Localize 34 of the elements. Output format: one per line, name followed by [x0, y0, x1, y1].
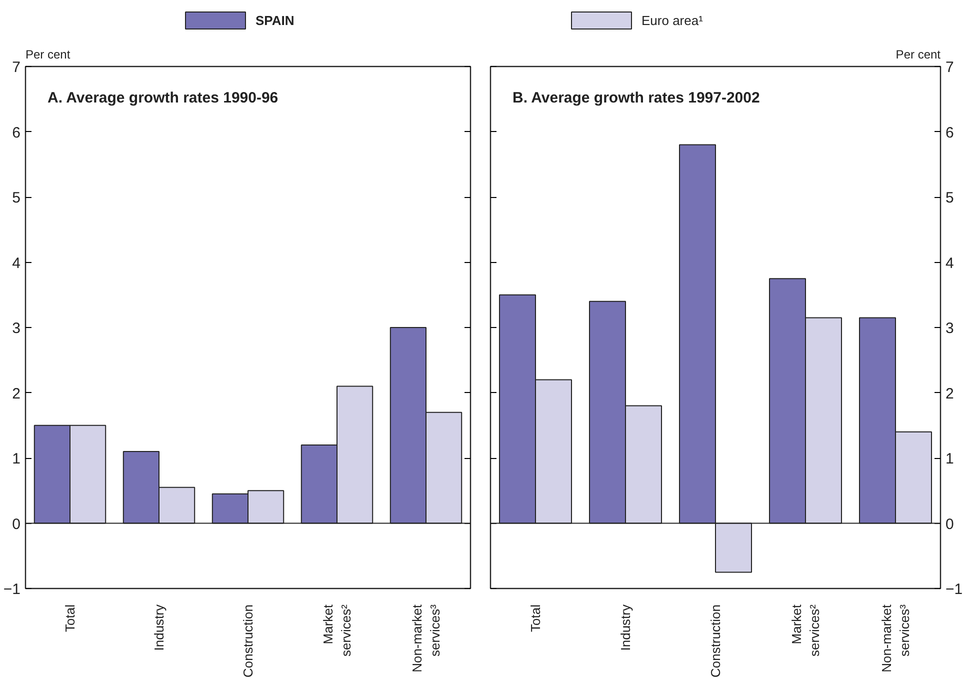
- x-tick-label: Total: [62, 604, 78, 632]
- y-tick-label: 5: [12, 190, 20, 206]
- y-tick-label: 2: [946, 385, 954, 402]
- x-tick-label: Market services²: [789, 604, 822, 657]
- text: B. Average growth rates 1997-2002: [512, 90, 760, 106]
- y-tick-label: 5: [946, 190, 954, 206]
- x-tick-label: Total: [528, 604, 543, 632]
- y-tick-label: −1: [946, 581, 963, 598]
- legend-label: Euro area¹: [642, 13, 704, 28]
- y-tick-label: 1: [12, 450, 20, 468]
- y-tick-label: 4: [946, 254, 954, 272]
- y-tick-label: 7: [12, 59, 20, 76]
- legend-label: SPAIN: [256, 13, 294, 28]
- y-tick-label: 6: [12, 124, 20, 142]
- text: A. Average growth rates 1990-96: [48, 90, 278, 106]
- y-tick-label: 7: [946, 59, 954, 76]
- x-tick-label: Construction: [708, 604, 723, 678]
- y-axis-title: Per cent: [26, 48, 71, 62]
- x-tick-label: Non-market services³: [410, 604, 442, 672]
- x-tick-label: Industry: [152, 604, 166, 651]
- x-tick-label: Market services²: [320, 604, 354, 657]
- y-tick-label: 0: [12, 516, 20, 533]
- y-tick-label: 4: [12, 254, 20, 272]
- y-tick-label: 0: [946, 516, 954, 533]
- y-tick-label: 3: [12, 320, 20, 337]
- y-axis-title: Per cent: [896, 48, 942, 62]
- y-tick-label: −1: [3, 581, 21, 598]
- y-tick-label: 2: [12, 385, 20, 402]
- y-tick-label: 1: [946, 450, 954, 468]
- x-tick-label: Construction: [240, 604, 256, 678]
- x-tick-label: Non-market services³: [879, 604, 912, 672]
- x-tick-label: Industry: [618, 604, 633, 651]
- y-tick-label: 6: [946, 124, 954, 142]
- y-tick-label: 3: [946, 320, 954, 337]
